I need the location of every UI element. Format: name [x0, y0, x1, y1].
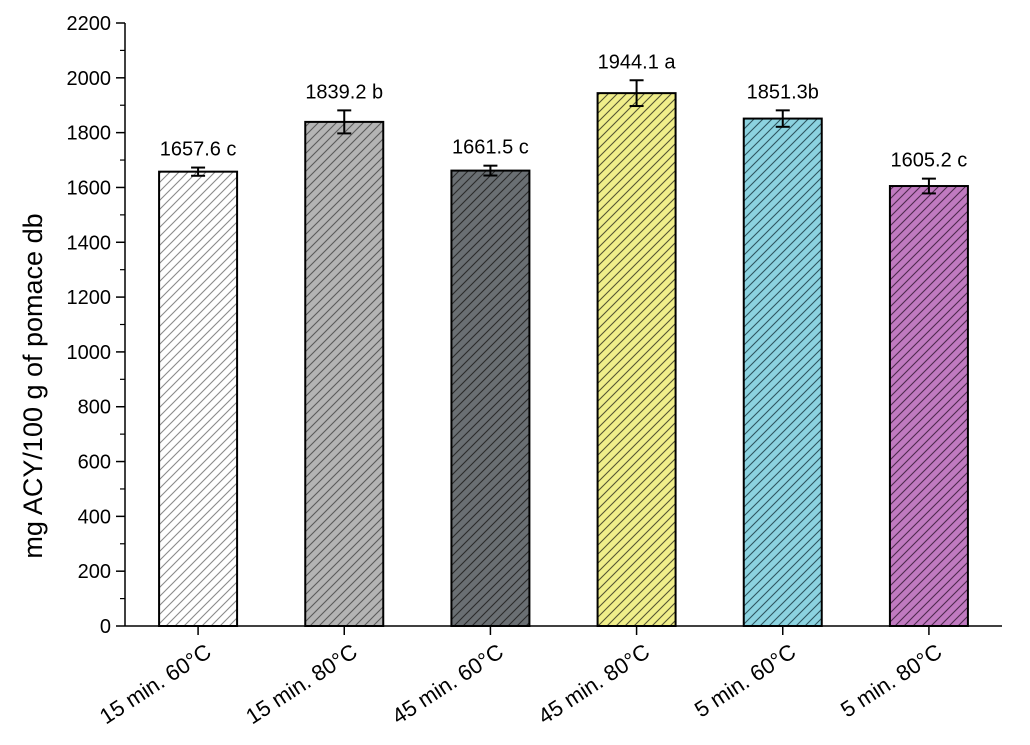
x-tick-label-1: 15 min. 80°C — [241, 639, 362, 729]
y-tick-label-0: 0 — [100, 616, 111, 638]
bar-1 — [304, 120, 385, 627]
y-tick-label-5: 1000 — [67, 342, 112, 364]
data-label-3: 1944.1 a — [598, 51, 677, 73]
y-tick-label-3: 600 — [78, 452, 111, 474]
x-tick-label-3: 45 min. 80°C — [534, 639, 655, 729]
error-bar-2 — [483, 164, 498, 177]
x-tick-label-5: 5 min. 80°C — [836, 639, 946, 723]
error-bar-5 — [921, 177, 936, 195]
x-tick-label-4: 5 min. 60°C — [690, 639, 800, 723]
data-label-1: 1839.2 b — [305, 81, 383, 103]
error-bar-4 — [775, 109, 790, 128]
x-tick-label-2: 45 min. 60°C — [387, 639, 508, 729]
bar-4 — [742, 117, 823, 627]
y-tick-label-8: 1600 — [67, 177, 112, 199]
y-axis-label: mg ACY/100 g of pomace db — [18, 213, 48, 558]
y-tick-label-2: 400 — [78, 506, 111, 528]
bar-5 — [888, 185, 969, 627]
y-tick-label-7: 1400 — [67, 232, 112, 254]
bar-0 — [158, 170, 239, 628]
bar-3 — [596, 92, 677, 627]
error-bar-1 — [337, 109, 352, 135]
y-tick-label-4: 800 — [78, 397, 111, 419]
error-bar-0 — [191, 166, 206, 177]
x-tick-label-0: 15 min. 60°C — [95, 639, 216, 729]
y-tick-label-10: 2000 — [67, 68, 112, 90]
bar-2 — [450, 169, 531, 627]
data-label-5: 1605.2 c — [891, 150, 968, 172]
data-label-2: 1661.5 c — [452, 137, 529, 159]
y-tick-label-9: 1800 — [67, 123, 112, 145]
error-bar-3 — [629, 79, 644, 108]
y-tick-label-11: 2200 — [67, 13, 112, 35]
data-label-0: 1657.6 c — [160, 139, 237, 161]
y-tick-label-1: 200 — [78, 561, 111, 583]
y-tick-label-6: 1200 — [67, 287, 112, 309]
data-label-4: 1851.3b — [747, 81, 819, 103]
